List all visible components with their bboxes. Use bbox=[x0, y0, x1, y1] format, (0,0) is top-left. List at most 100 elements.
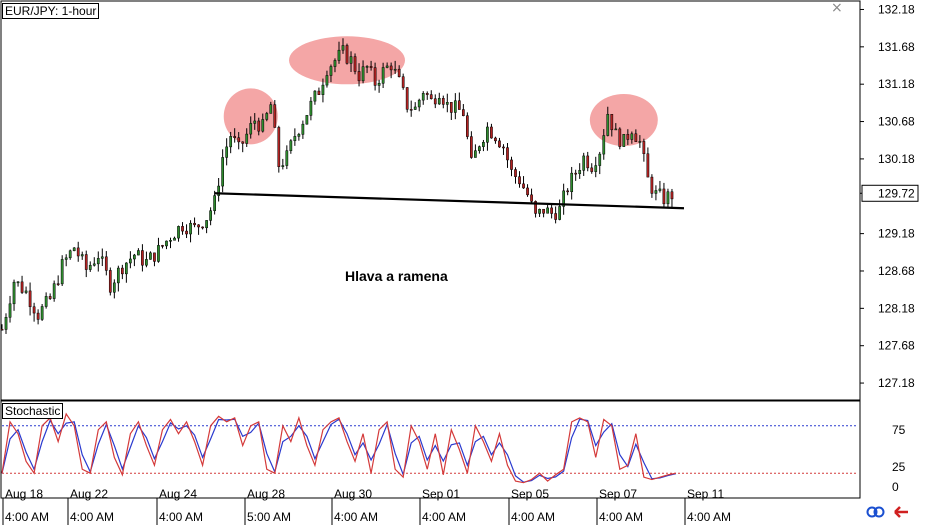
candle-body bbox=[554, 213, 557, 220]
candle bbox=[341, 38, 345, 54]
stochastic-plot bbox=[1, 412, 858, 484]
candle bbox=[257, 117, 261, 136]
candle bbox=[293, 128, 297, 146]
candle-body bbox=[401, 76, 405, 88]
main-panel-frame bbox=[0, 0, 861, 401]
candle bbox=[313, 90, 317, 105]
candle-body bbox=[534, 201, 537, 214]
candle bbox=[297, 132, 301, 141]
price-tick-label: 127.68 bbox=[878, 339, 915, 353]
candle bbox=[574, 169, 578, 181]
candle-body bbox=[590, 167, 594, 172]
candle-body bbox=[309, 100, 313, 116]
candle bbox=[349, 51, 353, 72]
candle-body bbox=[630, 133, 634, 140]
candle bbox=[546, 205, 549, 214]
candle bbox=[461, 104, 465, 117]
candle bbox=[76, 241, 80, 262]
candle bbox=[265, 111, 269, 122]
candle-body bbox=[437, 98, 441, 105]
candle bbox=[441, 95, 445, 109]
candle-body bbox=[209, 210, 212, 221]
candle-body bbox=[20, 281, 24, 293]
candle-body bbox=[253, 120, 257, 124]
candle-body bbox=[570, 172, 574, 193]
price-tick-label: 128.18 bbox=[878, 301, 915, 315]
candle-body bbox=[169, 240, 172, 242]
candle bbox=[478, 145, 481, 154]
candle bbox=[666, 188, 670, 208]
candle-body bbox=[189, 222, 192, 235]
candle bbox=[273, 100, 277, 128]
date-tick-label: Aug 30 bbox=[334, 487, 372, 501]
candle bbox=[145, 251, 148, 268]
candle-body bbox=[229, 136, 233, 148]
candle bbox=[12, 279, 16, 311]
candle-body bbox=[526, 187, 529, 196]
candle bbox=[409, 100, 413, 117]
price-tick-label: 129.72 bbox=[878, 186, 915, 200]
candle bbox=[120, 264, 124, 280]
candle-body bbox=[341, 45, 345, 51]
candle-body bbox=[301, 123, 305, 135]
date-tick-label: Sep 05 bbox=[511, 487, 549, 501]
stochastic-tick-label: 25 bbox=[892, 460, 906, 474]
candle bbox=[502, 144, 505, 155]
candle-body bbox=[365, 66, 369, 68]
candle bbox=[305, 115, 309, 125]
candle bbox=[498, 137, 501, 148]
candle bbox=[269, 101, 273, 114]
candle-body bbox=[72, 247, 76, 252]
candle-body bbox=[325, 75, 329, 86]
candle bbox=[169, 237, 172, 249]
candle-body bbox=[277, 127, 281, 167]
candle bbox=[205, 220, 208, 234]
candle bbox=[550, 203, 553, 219]
candle-body bbox=[494, 137, 497, 142]
candle bbox=[514, 167, 517, 184]
candle-body bbox=[373, 67, 377, 86]
candle bbox=[253, 113, 257, 130]
candle-body bbox=[622, 134, 626, 147]
candle-body bbox=[217, 185, 220, 196]
candle-body bbox=[100, 256, 104, 259]
candle bbox=[64, 254, 68, 267]
candle-body bbox=[64, 257, 68, 260]
candle-body bbox=[638, 141, 642, 143]
candle bbox=[377, 79, 381, 93]
candle bbox=[129, 251, 132, 269]
candle-body bbox=[96, 258, 100, 265]
candle bbox=[68, 249, 72, 260]
candle bbox=[622, 134, 626, 147]
candle bbox=[112, 279, 116, 299]
candle bbox=[177, 225, 180, 242]
candle bbox=[221, 149, 225, 193]
candle bbox=[642, 138, 646, 162]
candle bbox=[626, 129, 630, 145]
pattern-annotation: Hlava a ramena bbox=[345, 268, 448, 284]
candle-body bbox=[413, 106, 417, 110]
candle-body bbox=[666, 191, 670, 205]
candle-body bbox=[257, 120, 261, 132]
candle-body bbox=[28, 290, 32, 308]
candle-body bbox=[329, 66, 333, 76]
candle bbox=[449, 102, 453, 120]
candle-body bbox=[44, 296, 48, 307]
price-tick-label: 131.18 bbox=[878, 77, 915, 91]
candle bbox=[490, 123, 493, 139]
candle bbox=[373, 62, 377, 91]
candle bbox=[518, 171, 521, 188]
candle-body bbox=[269, 104, 273, 114]
candle bbox=[494, 136, 497, 144]
candle-body bbox=[149, 252, 152, 260]
candle bbox=[185, 224, 188, 239]
candle-body bbox=[510, 159, 513, 170]
candle-body bbox=[313, 90, 317, 102]
candle-body bbox=[670, 191, 674, 200]
close-button[interactable]: × bbox=[831, 0, 843, 16]
candle bbox=[582, 152, 586, 176]
stochastic-panel-frame bbox=[0, 400, 861, 499]
candle bbox=[289, 139, 293, 154]
candle bbox=[610, 114, 614, 137]
candle-body bbox=[405, 87, 409, 110]
